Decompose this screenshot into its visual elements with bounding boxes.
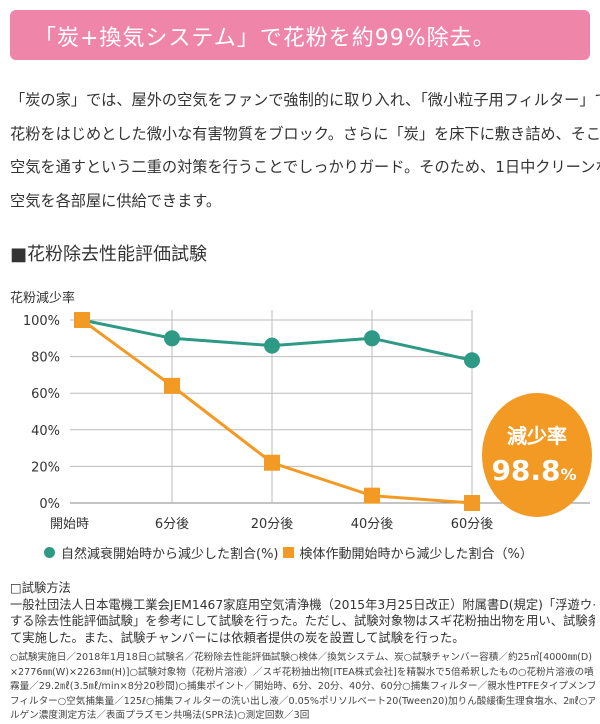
legend-label-device: 検体作動開始時から減少した割合（%） (299, 547, 533, 562)
badge-unit: % (561, 465, 577, 484)
note-line: ルゲン濃度測定方法／表面プラズモン共鳴法(SPR法)○測定回数／3回 (10, 710, 310, 721)
y-tick-label: 40% (31, 424, 60, 439)
chart-legend: 自然減衰開始時から減少した割合(%) 検体作動開始時から減少した割合（%） (44, 543, 533, 562)
y-tick-label: 20% (31, 460, 60, 475)
data-point-circle (164, 330, 180, 347)
x-tick-label: 60分後 (451, 517, 494, 532)
section-heading: ■花粉除去性能評価試験 (10, 244, 208, 265)
y-tick-label: 60% (31, 387, 60, 402)
y-tick-label: 80% (31, 351, 60, 366)
x-tick-label: 6分後 (155, 517, 189, 532)
data-point-circle (464, 352, 480, 369)
badge-label: 減少率 (507, 424, 567, 448)
method-line: □試験方法 (10, 581, 71, 595)
intro-line: 空気を各部屋に供給できます。 (10, 191, 222, 210)
legend-label-natural: 自然減衰開始時から減少した割合(%) (61, 547, 279, 562)
test-method: □試験方法 一般社団法人日本電機工業会JEM1467家庭用空気清浄機（2015年… (10, 580, 595, 646)
x-tick-label: 20分後 (251, 517, 294, 532)
note-line: フィルター○空気捕集量／125ℓ○捕集フィルターの洗い出し液／0.05%ポリソル… (10, 695, 595, 707)
method-line: する除去性能評価試験」を参考にして試験を行った。ただし、試験対象物はスギ花粉抽出… (10, 614, 595, 628)
headline-title: 「炭+換気システム」で花粉を約99%除去。 (34, 26, 496, 51)
reduction-badge (482, 393, 592, 517)
legend-square-marker-icon (282, 547, 294, 558)
method-line: 一般社団法人日本電機工業会JEM1467家庭用空気清浄機（2015年3月25日改… (10, 597, 595, 612)
data-point-square (164, 377, 180, 394)
legend-circle-marker-icon (44, 547, 55, 558)
pollen-reduction-chart: 花粉減少率 0% 20% 40% 60% 80% 100% 開始時 6分後 20分後 40分後 60分… (10, 290, 592, 532)
intro-line: 「炭の家」では、屋外の空気をファンで強制的に取り入れ、「微小粒子用フィルター」で (10, 91, 600, 109)
x-tick-label: 40分後 (351, 517, 394, 532)
intro-paragraph: 「炭の家」では、屋外の空気をファンで強制的に取り入れ、「微小粒子用フィルター」で… (10, 84, 600, 218)
y-axis-label: 花粉減少率 (10, 290, 75, 306)
intro-line: 花粉をはじめとした微小な有害物質をブロック。さらに「炭」を床下に敷き詰め、そこに (10, 124, 600, 143)
y-tick-label: 100% (23, 314, 60, 329)
data-point-circle (264, 337, 280, 354)
x-tick-label: 開始時 (50, 517, 89, 532)
y-tick-label: 0% (39, 497, 60, 512)
note-line: ×2776㎜(W)×2263㎜(H)]○試験対象物（花粉片溶液）／スギ花粉抽出物… (10, 666, 594, 678)
data-point-square (464, 495, 480, 511)
intro-line: 空気を通すという二重の対策を行うことでしっかりガード。そのため、1日中クリーンな (10, 158, 600, 176)
method-line: て実施した。また、試験チャンバーには依頼者提供の炭を設置して試験を行った。 (10, 630, 465, 645)
data-point-square (74, 312, 90, 328)
headline-banner: 「炭+換気システム」で花粉を約99%除去。 (10, 10, 590, 60)
data-point-square (264, 454, 280, 471)
data-point-square (364, 487, 380, 504)
data-point-circle (364, 330, 380, 347)
note-line: 霧量／29.2㎖(3.5㎖/min×8分20秒間)○捕集ポイント／開始時、6分、… (10, 681, 595, 692)
note-line: ○試験実施日／2018年1月18日○試験名／花粉除去性能評価試験○検体／換気シス… (10, 652, 592, 663)
